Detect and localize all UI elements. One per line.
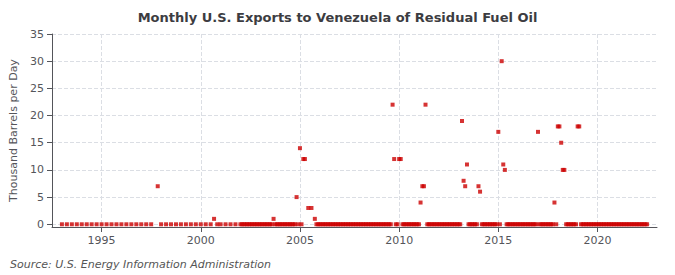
svg-text:20: 20 bbox=[30, 109, 44, 122]
svg-text:Thousand Barrels per Day: Thousand Barrels per Day bbox=[7, 59, 20, 203]
svg-text:10: 10 bbox=[30, 163, 44, 176]
svg-text:2005: 2005 bbox=[286, 234, 314, 247]
svg-text:5: 5 bbox=[37, 191, 44, 204]
svg-text:1995: 1995 bbox=[88, 234, 116, 247]
svg-text:0: 0 bbox=[37, 218, 44, 231]
svg-text:35: 35 bbox=[30, 28, 44, 41]
svg-text:30: 30 bbox=[30, 55, 44, 68]
svg-text:2000: 2000 bbox=[187, 234, 215, 247]
svg-text:15: 15 bbox=[30, 136, 44, 149]
svg-text:25: 25 bbox=[30, 82, 44, 95]
svg-text:Source: U.S. Energy Informatio: Source: U.S. Energy Information Administ… bbox=[10, 258, 271, 271]
svg-text:Monthly U.S. Exports to Venezu: Monthly U.S. Exports to Venezuela of Res… bbox=[138, 10, 538, 25]
svg-text:2015: 2015 bbox=[484, 234, 512, 247]
svg-text:2010: 2010 bbox=[385, 234, 413, 247]
svg-text:2020: 2020 bbox=[583, 234, 611, 247]
